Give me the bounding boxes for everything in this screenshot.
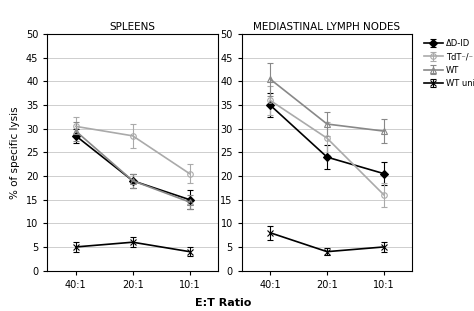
Title: MEDIASTINAL LYMPH NODES: MEDIASTINAL LYMPH NODES <box>254 22 401 32</box>
Y-axis label: % of specific lysis: % of specific lysis <box>10 106 20 199</box>
Title: SPLEENS: SPLEENS <box>109 22 156 32</box>
Legend: ΔD-ID, TdT⁻/⁻, WT, WT unimmunized: ΔD-ID, TdT⁻/⁻, WT, WT unimmunized <box>423 38 474 89</box>
Text: E:T Ratio: E:T Ratio <box>195 298 251 308</box>
